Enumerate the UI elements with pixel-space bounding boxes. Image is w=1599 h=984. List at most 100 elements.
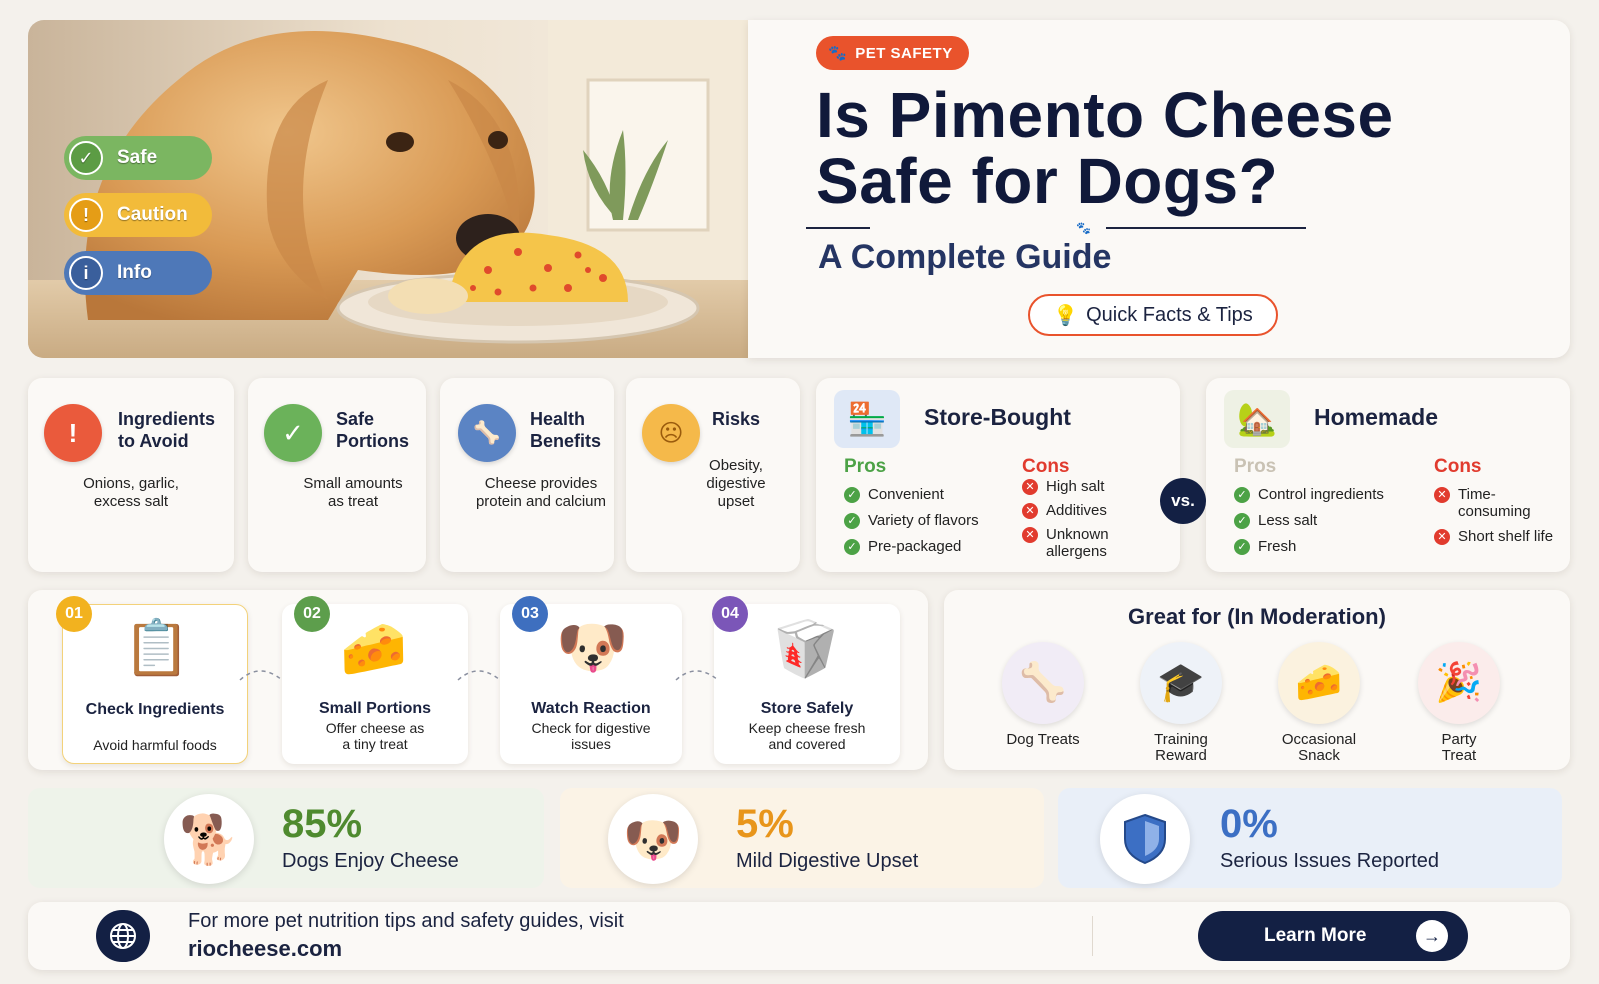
- list-item: ✕ Short shelf life: [1434, 528, 1553, 545]
- card-title: Health Benefits: [530, 409, 602, 451]
- stat-mild-digestive-upset: 🐶 5% Mild Digestive Upset: [560, 788, 1044, 888]
- legend-info: i Info: [64, 251, 212, 295]
- bone-icon: 🦴: [458, 404, 516, 462]
- footer-text: For more pet nutrition tips and safety g…: [188, 910, 624, 932]
- shield-icon: [1100, 794, 1190, 884]
- stat-value: 5%: [736, 802, 794, 846]
- card-safe-portions: ✓ Safe Portions Small amounts as treat: [248, 378, 426, 572]
- step-small-portions: 🧀 Small Portions Offer cheese as a tiny t…: [282, 604, 468, 764]
- great-for-occasional-snack: 🧀 Occasional Snack: [1264, 642, 1374, 764]
- great-for-training-reward: 🎓 Training Reward: [1126, 642, 1236, 764]
- happy-dog-icon: 🐕: [164, 794, 254, 884]
- lightbulb-icon: 💡: [1053, 304, 1079, 327]
- quick-facts-button[interactable]: 💡 Quick Facts & Tips: [1028, 294, 1278, 336]
- list-item: ✓ Fresh: [1234, 538, 1296, 555]
- bone-icon: 🦴: [1002, 642, 1084, 724]
- legend-safe-label: Safe: [117, 147, 158, 168]
- party-hat-icon: 🎉: [1418, 642, 1500, 724]
- arrow-right-icon: →: [1416, 920, 1448, 952]
- step-description: Offer cheese as a tiny treat: [325, 720, 425, 752]
- step-number: 04: [712, 596, 748, 632]
- check-icon: ✓: [844, 513, 860, 529]
- step-store-safely: 🥡 Store Safely Keep cheese fresh and cove…: [714, 604, 900, 764]
- store-icon: 🏪: [834, 390, 900, 448]
- hero-text-panel: 🐾 PET SAFETY Is Pimento Cheese Safe for …: [748, 20, 1570, 358]
- divider: [1092, 916, 1093, 956]
- sad-face-icon: ☹: [642, 404, 700, 462]
- step-connectors: [239, 670, 719, 681]
- stat-label: Dogs Enjoy Cheese: [282, 850, 459, 872]
- great-for-title: Great for (In Moderation): [1128, 604, 1386, 629]
- legend-info-label: Info: [117, 262, 152, 283]
- great-for-dog-treats: 🦴 Dog Treats: [988, 642, 1098, 748]
- house-icon: 🏡: [1224, 390, 1290, 448]
- list-item: ✓ Variety of flavors: [844, 512, 979, 529]
- list-item: ✓ Convenient: [844, 486, 944, 503]
- card-description: Onions, garlic, excess salt: [83, 475, 179, 510]
- quick-facts-label: Quick Facts & Tips: [1086, 303, 1253, 326]
- step-description: Keep cheese fresh and covered: [748, 720, 866, 752]
- list-item: ✓ Less salt: [1234, 512, 1317, 529]
- legend-caution-label: Caution: [117, 204, 188, 225]
- list-item: ✕ Unknown allergens: [1022, 526, 1142, 560]
- homemade-card: 🏡 Homemade Pros Cons ✓ Control ingredient…: [1206, 378, 1570, 572]
- list-item: ✓ Pre-packaged: [844, 538, 961, 555]
- footer: For more pet nutrition tips and safety g…: [28, 902, 1570, 970]
- check-icon: ✓: [844, 539, 860, 555]
- hero-image: ✓ Safe ! Caution i Info: [28, 20, 748, 358]
- stat-label: Serious Issues Reported: [1220, 850, 1440, 872]
- step-title: Watch Reaction: [531, 700, 651, 717]
- clipboard-icon: 📋: [123, 618, 191, 678]
- step-title: Store Safely: [760, 700, 854, 717]
- card-title: Risks: [712, 409, 761, 429]
- pet-safety-label: PET SAFETY: [855, 44, 953, 62]
- cross-icon: ✕: [1434, 487, 1450, 503]
- list-item: ✕ Additives: [1022, 502, 1107, 519]
- learn-more-button[interactable]: Learn More →: [1198, 911, 1468, 961]
- store-bought-card: 🏪 Store-Bought Pros Cons ✓ Convenient ✓ Va…: [816, 378, 1180, 572]
- globe-icon: [96, 910, 150, 962]
- great-for-party-treat: 🎉 Party Treat: [1404, 642, 1514, 764]
- cheese-icon: 🧀: [1278, 642, 1360, 724]
- legend-safe: ✓ Safe: [64, 136, 212, 180]
- pet-safety-badge: 🐾 PET SAFETY: [816, 36, 969, 70]
- container-icon: 🥡: [772, 619, 840, 679]
- step-number: 01: [56, 596, 92, 632]
- card-health-benefits: 🦴 Health Benefits Cheese provides protein …: [440, 378, 614, 572]
- check-icon: ✓: [1234, 539, 1250, 555]
- warning-icon: !: [44, 404, 102, 462]
- homemade-title: Homemade: [1314, 404, 1438, 430]
- check-icon: ✓: [1234, 513, 1250, 529]
- step-number: 03: [512, 596, 548, 632]
- dog-photo-illustration: [28, 20, 748, 358]
- great-for-panel: Great for (In Moderation) 🦴 Dog Treats 🎓…: [944, 590, 1570, 770]
- learn-more-label: Learn More: [1264, 925, 1367, 946]
- check-icon: ✓: [69, 141, 103, 175]
- card-title: Safe Portions: [336, 409, 410, 451]
- paw-divider-icon: 🐾: [1076, 221, 1091, 235]
- card-risks: ☹ Risks Obesity, digestive upset: [626, 378, 800, 572]
- homemade-cons-heading: Cons: [1434, 456, 1482, 477]
- info-icon: i: [69, 256, 103, 290]
- footer-site-link[interactable]: riocheese.com: [188, 936, 343, 961]
- stat-serious-issues: 0% Serious Issues Reported: [1058, 788, 1562, 888]
- list-item: ✕ Time-consuming: [1434, 486, 1531, 520]
- page-subtitle: A Complete Guide: [818, 238, 1112, 276]
- stat-value: 85%: [282, 802, 363, 846]
- card-ingredients-to-avoid: ! Ingredients to Avoid Onions, garlic, exc…: [28, 378, 234, 572]
- cross-icon: ✕: [1022, 527, 1038, 543]
- cheese-bowl-icon: 🧀: [340, 619, 408, 679]
- legend-caution: ! Caution: [64, 193, 212, 237]
- cross-icon: ✕: [1022, 479, 1038, 495]
- cross-icon: ✕: [1434, 529, 1450, 545]
- check-icon: ✓: [1234, 487, 1250, 503]
- title-line-2: Safe for Dogs?: [816, 145, 1279, 217]
- page-title: Is Pimento Cheese Safe for Dogs?: [816, 82, 1536, 214]
- step-title: Check Ingredients: [85, 701, 225, 718]
- store-bought-pros-heading: Pros: [844, 456, 887, 477]
- check-icon: ✓: [844, 487, 860, 503]
- vs-badge: vs.: [1160, 478, 1206, 524]
- warning-icon: !: [69, 198, 103, 232]
- step-number: 02: [294, 596, 330, 632]
- stat-dogs-enjoy-cheese: 🐕 85% Dogs Enjoy Cheese: [28, 788, 544, 888]
